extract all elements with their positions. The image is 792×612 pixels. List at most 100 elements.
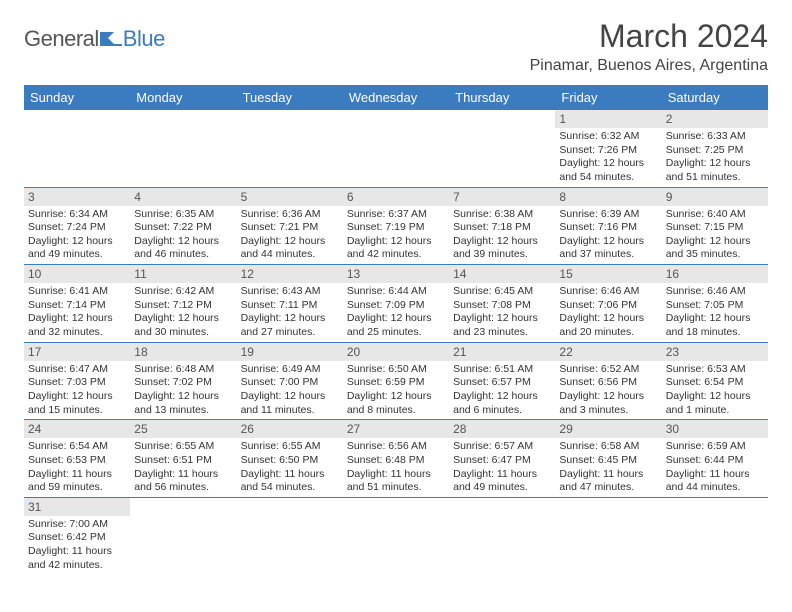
day-number: 10 [24,265,130,283]
calendar-table: SundayMondayTuesdayWednesdayThursdayFrid… [24,85,768,574]
location: Pinamar, Buenos Aires, Argentina [530,57,768,75]
flag-icon [100,26,122,52]
calendar-day: 10 Sunrise: 6:41 AMSunset: 7:14 PMDayligh… [24,265,130,343]
day-info: Sunrise: 6:52 AMSunset: 6:56 PMDaylight:… [559,363,657,418]
day-number: 19 [237,343,343,361]
calendar-day-empty [130,110,236,187]
calendar-day: 8 Sunrise: 6:39 AMSunset: 7:16 PMDaylight… [555,187,661,265]
calendar-day: 21 Sunrise: 6:51 AMSunset: 6:57 PMDayligh… [449,342,555,420]
header: General Blue March 2024 Pinamar, Buenos … [24,18,768,81]
day-info: Sunrise: 6:58 AMSunset: 6:45 PMDaylight:… [559,440,657,495]
day-number: 9 [662,188,768,206]
day-number: 15 [555,265,661,283]
day-info: Sunrise: 6:48 AMSunset: 7:02 PMDaylight:… [134,363,232,418]
calendar-day: 16 Sunrise: 6:46 AMSunset: 7:05 PMDayligh… [662,265,768,343]
day-number: 8 [555,188,661,206]
day-number: 13 [343,265,449,283]
day-number: 24 [24,420,130,438]
day-number: 27 [343,420,449,438]
day-number: 30 [662,420,768,438]
calendar-day: 9 Sunrise: 6:40 AMSunset: 7:15 PMDaylight… [662,187,768,265]
day-number: 1 [555,110,661,128]
day-info: Sunrise: 6:38 AMSunset: 7:18 PMDaylight:… [453,208,551,263]
day-info: Sunrise: 6:57 AMSunset: 6:47 PMDaylight:… [453,440,551,495]
day-number: 2 [662,110,768,128]
day-info: Sunrise: 6:53 AMSunset: 6:54 PMDaylight:… [666,363,764,418]
day-number: 11 [130,265,236,283]
day-info: Sunrise: 6:46 AMSunset: 7:06 PMDaylight:… [559,285,657,340]
calendar-day: 29Sunrise: 6:58 AMSunset: 6:45 PMDayligh… [555,420,661,498]
day-info: Sunrise: 6:55 AMSunset: 6:51 PMDaylight:… [134,440,232,495]
day-info: Sunrise: 6:47 AMSunset: 7:03 PMDaylight:… [28,363,126,418]
calendar-day-empty [449,110,555,187]
day-number: 20 [343,343,449,361]
day-info: Sunrise: 6:50 AMSunset: 6:59 PMDaylight:… [347,363,445,418]
day-info: Sunrise: 6:39 AMSunset: 7:16 PMDaylight:… [559,208,657,263]
day-info: Sunrise: 6:43 AMSunset: 7:11 PMDaylight:… [241,285,339,340]
day-header: Friday [555,85,661,110]
calendar-day-empty [343,110,449,187]
day-info: Sunrise: 6:46 AMSunset: 7:05 PMDaylight:… [666,285,764,340]
day-number: 3 [24,188,130,206]
calendar-body: 1 Sunrise: 6:32 AMSunset: 7:26 PMDaylight… [24,110,768,574]
calendar-day: 23Sunrise: 6:53 AMSunset: 6:54 PMDayligh… [662,342,768,420]
day-header-row: SundayMondayTuesdayWednesdayThursdayFrid… [24,85,768,110]
calendar-week: 3 Sunrise: 6:34 AMSunset: 7:24 PMDaylight… [24,187,768,265]
calendar-day-empty [24,110,130,187]
calendar-day: 1 Sunrise: 6:32 AMSunset: 7:26 PMDaylight… [555,110,661,187]
day-info: Sunrise: 6:55 AMSunset: 6:50 PMDaylight:… [241,440,339,495]
calendar-day-empty [343,497,449,574]
day-info: Sunrise: 6:32 AMSunset: 7:26 PMDaylight:… [559,130,657,185]
calendar-day-empty [237,497,343,574]
calendar-day: 14 Sunrise: 6:45 AMSunset: 7:08 PMDayligh… [449,265,555,343]
day-info: Sunrise: 6:42 AMSunset: 7:12 PMDaylight:… [134,285,232,340]
day-header: Tuesday [237,85,343,110]
calendar-day: 4Sunrise: 6:35 AMSunset: 7:22 PMDaylight… [130,187,236,265]
calendar-week: 17Sunrise: 6:47 AMSunset: 7:03 PMDayligh… [24,342,768,420]
day-info: Sunrise: 6:56 AMSunset: 6:48 PMDaylight:… [347,440,445,495]
day-number: 4 [130,188,236,206]
day-info: Sunrise: 6:41 AMSunset: 7:14 PMDaylight:… [28,285,126,340]
day-number: 25 [130,420,236,438]
day-info: Sunrise: 6:44 AMSunset: 7:09 PMDaylight:… [347,285,445,340]
day-number: 22 [555,343,661,361]
day-number: 18 [130,343,236,361]
day-number: 14 [449,265,555,283]
day-number: 16 [662,265,768,283]
calendar-day: 27 Sunrise: 6:56 AMSunset: 6:48 PMDayligh… [343,420,449,498]
day-info: Sunrise: 6:33 AMSunset: 7:25 PMDaylight:… [666,130,764,185]
calendar-day: 13 Sunrise: 6:44 AMSunset: 7:09 PMDayligh… [343,265,449,343]
day-header: Thursday [449,85,555,110]
calendar-day: 15 Sunrise: 6:46 AMSunset: 7:06 PMDayligh… [555,265,661,343]
calendar-day: 12 Sunrise: 6:43 AMSunset: 7:11 PMDayligh… [237,265,343,343]
day-number: 12 [237,265,343,283]
logo: General Blue [24,18,165,52]
day-info: Sunrise: 6:37 AMSunset: 7:19 PMDaylight:… [347,208,445,263]
calendar-day: 18 Sunrise: 6:48 AMSunset: 7:02 PMDayligh… [130,342,236,420]
day-number: 6 [343,188,449,206]
day-number: 7 [449,188,555,206]
day-number: 21 [449,343,555,361]
day-header: Saturday [662,85,768,110]
day-info: Sunrise: 6:40 AMSunset: 7:15 PMDaylight:… [666,208,764,263]
calendar-day-empty [130,497,236,574]
calendar-day: 3 Sunrise: 6:34 AMSunset: 7:24 PMDaylight… [24,187,130,265]
day-info: Sunrise: 6:34 AMSunset: 7:24 PMDaylight:… [28,208,126,263]
calendar-day: 25 Sunrise: 6:55 AMSunset: 6:51 PMDayligh… [130,420,236,498]
calendar-day: 26 Sunrise: 6:55 AMSunset: 6:50 PMDayligh… [237,420,343,498]
day-number: 28 [449,420,555,438]
calendar-day: 31Sunrise: 7:00 AMSunset: 6:42 PMDayligh… [24,497,130,574]
calendar-day: 17Sunrise: 6:47 AMSunset: 7:03 PMDayligh… [24,342,130,420]
day-info: Sunrise: 6:59 AMSunset: 6:44 PMDaylight:… [666,440,764,495]
day-header: Monday [130,85,236,110]
calendar-day: 28 Sunrise: 6:57 AMSunset: 6:47 PMDayligh… [449,420,555,498]
logo-text-general: General [24,26,99,52]
day-info: Sunrise: 6:45 AMSunset: 7:08 PMDaylight:… [453,285,551,340]
calendar-week: 1 Sunrise: 6:32 AMSunset: 7:26 PMDaylight… [24,110,768,187]
calendar-head: SundayMondayTuesdayWednesdayThursdayFrid… [24,85,768,110]
calendar-day: 22 Sunrise: 6:52 AMSunset: 6:56 PMDayligh… [555,342,661,420]
day-number: 26 [237,420,343,438]
day-info: Sunrise: 6:54 AMSunset: 6:53 PMDaylight:… [28,440,126,495]
day-info: Sunrise: 6:51 AMSunset: 6:57 PMDaylight:… [453,363,551,418]
day-number: 31 [24,498,130,516]
